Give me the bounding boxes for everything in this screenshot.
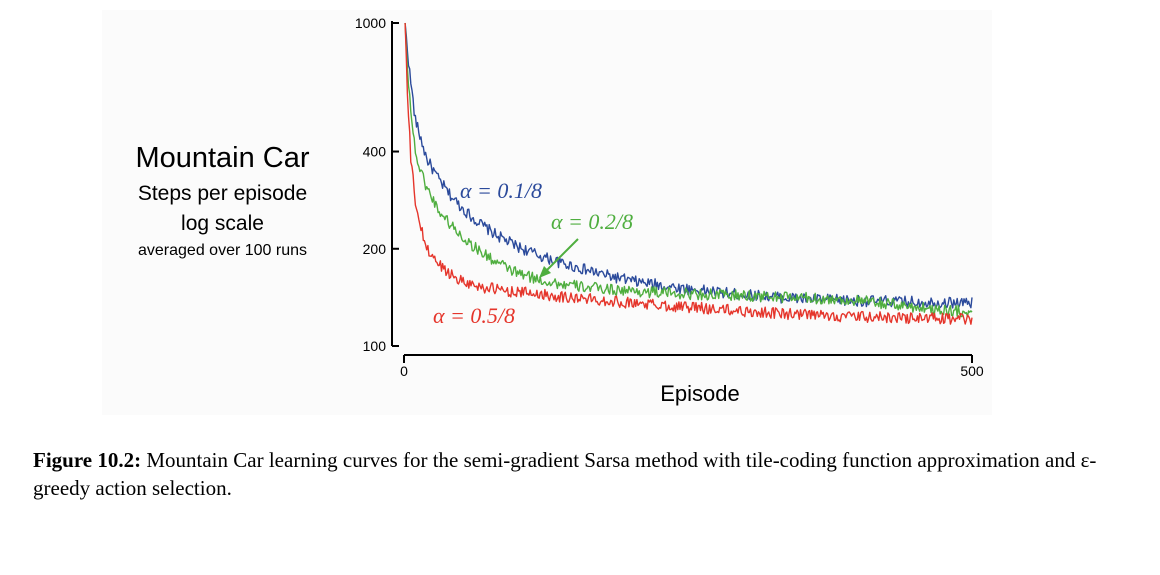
side-title-main: Mountain Car	[135, 142, 310, 174]
y-tick-label: 100	[363, 338, 387, 354]
annotation-arrow-head	[539, 266, 551, 278]
x-tick-label: 500	[960, 363, 984, 379]
series-line-2	[404, 22, 973, 318]
series-label-3: α = 0.5/8	[433, 303, 515, 328]
x-tick-label: 0	[400, 363, 408, 379]
series-layer	[404, 22, 973, 325]
caption-label: Figure 10.2:	[33, 448, 142, 472]
annotation-layer: α = 0.1/8 α = 0.2/8 α = 0.5/8	[433, 178, 633, 328]
side-title-scale: log scale	[181, 212, 264, 235]
x-axis-label: Episode	[660, 381, 740, 406]
side-title-steps: Steps per episode	[137, 182, 308, 205]
series-line-3	[404, 22, 973, 325]
figure-panel	[102, 10, 992, 415]
y-tick-label: 400	[363, 144, 387, 160]
figure-caption: Figure 10.2: Mountain Car learning curve…	[33, 446, 1153, 502]
annotation-arrow-line	[545, 238, 579, 272]
series-line-1	[404, 22, 973, 309]
series-label-2: α = 0.2/8	[551, 209, 633, 234]
y-tick-label: 200	[363, 241, 387, 257]
series-label-1: α = 0.1/8	[460, 178, 542, 203]
y-tick-label: 1000	[355, 15, 386, 31]
side-title-runs: averaged over 100 runs	[138, 242, 307, 259]
caption-text: Mountain Car learning curves for the sem…	[33, 448, 1097, 500]
axes-layer: 100 200 400 1000 0 500 Episode	[355, 15, 984, 406]
